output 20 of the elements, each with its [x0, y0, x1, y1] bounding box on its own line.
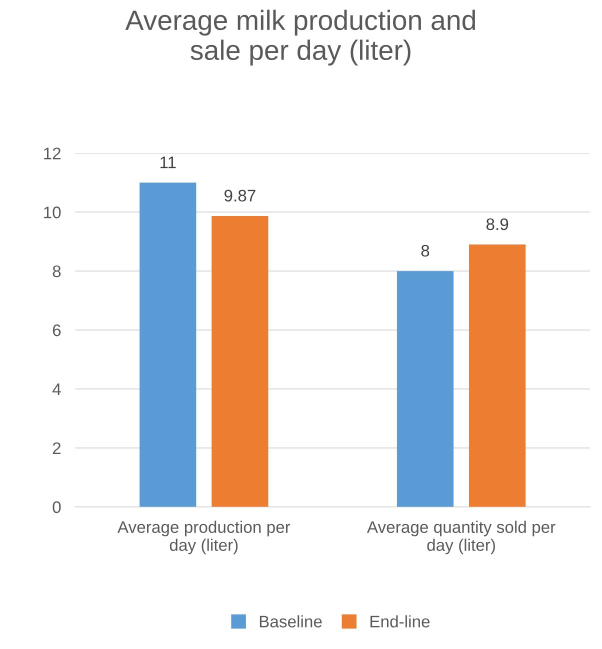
- y-tick-label: 6: [52, 324, 61, 336]
- data-label: 11: [160, 156, 176, 168]
- bar: [396, 271, 454, 507]
- y-tick-label: 8: [52, 265, 61, 278]
- bar: [212, 216, 268, 507]
- chart-title: Average milk production and sale per day (liter): [125, 10, 476, 66]
- x-tick-label: Average quantity sold per day (liter): [366, 520, 556, 554]
- data-label: 8.9: [486, 218, 508, 230]
- y-tick-label: 0: [52, 501, 61, 514]
- legend-label: End-line: [370, 615, 430, 628]
- y-tick-label: 12: [44, 148, 61, 160]
- y-tick-label: 4: [52, 384, 61, 396]
- x-tick-label: Average production per day (liter): [117, 520, 290, 554]
- legend-label: Baseline: [260, 615, 322, 628]
- bar: [140, 182, 196, 507]
- y-tick-label: 10: [44, 206, 61, 218]
- y-tick-label: 2: [52, 442, 61, 454]
- data-label: 9.87: [224, 190, 256, 202]
- bar: [469, 244, 526, 507]
- data-label: 8: [421, 244, 430, 257]
